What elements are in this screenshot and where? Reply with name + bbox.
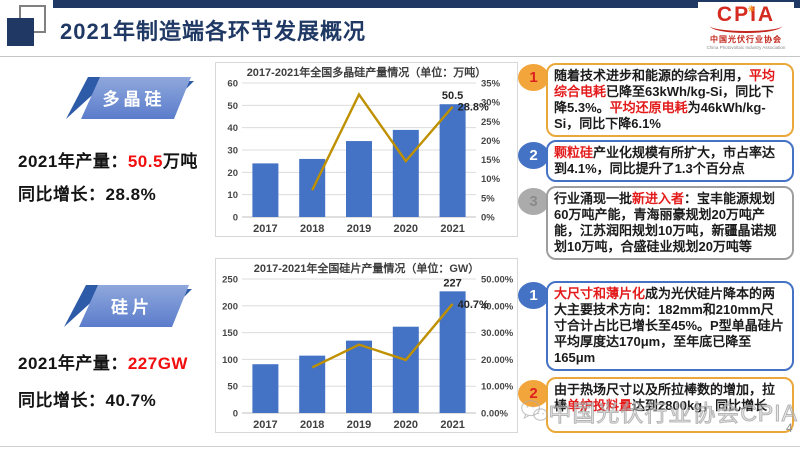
svg-text:40.7%: 40.7% <box>458 299 489 311</box>
polysilicon-banner: 多晶硅 <box>66 77 194 119</box>
svg-text:40.00%: 40.00% <box>481 301 514 312</box>
header-bar <box>53 0 800 8</box>
page-title: 2021年制造端各环节发展概况 <box>60 19 366 44</box>
svg-text:40: 40 <box>227 123 238 134</box>
svg-text:30: 30 <box>227 146 238 157</box>
note-number-badge: 2 <box>518 142 549 169</box>
note-number-badge: 1 <box>518 282 549 309</box>
cpia-logo-text: CPIA ✳ <box>717 4 775 25</box>
svg-text:20: 20 <box>227 168 238 179</box>
cpia-logo: CPIA ✳ 中国光伏行业协会 China Photovoltaic Indus… <box>698 2 794 52</box>
svg-text:10.00%: 10.00% <box>481 382 514 393</box>
note-number-badge: 1 <box>518 64 549 91</box>
production-label: 2021年产量： <box>18 354 128 373</box>
svg-text:20.00%: 20.00% <box>481 355 514 366</box>
sunburst-icon: ✳ <box>747 4 758 14</box>
wafer-growth-stat: 同比增长：40.7% <box>18 386 156 411</box>
production-label: 2021年产量： <box>18 152 128 171</box>
svg-text:0%: 0% <box>481 213 495 224</box>
note-number-badge: 3 <box>518 188 549 215</box>
svg-text:10: 10 <box>227 190 238 201</box>
svg-text:2020: 2020 <box>394 223 418 235</box>
svg-text:2017: 2017 <box>253 223 277 235</box>
svg-text:30.00%: 30.00% <box>481 328 514 339</box>
growth-label: 同比增长： <box>18 185 106 204</box>
production-unit: 万吨 <box>162 152 198 171</box>
production-value: 227GW <box>127 354 188 373</box>
header-divider <box>0 56 800 57</box>
svg-text:2017-2021年全国多晶硅产量情况（单位：万吨）: 2017-2021年全国多晶硅产量情况（单位：万吨） <box>247 65 487 79</box>
svg-text:5%: 5% <box>481 193 495 204</box>
svg-text:35%: 35% <box>481 79 501 90</box>
note-polysilicon-3: 行业涌现一批新进入者：宝丰能源规划60万吨产能，青海丽豪规划20万吨产能，江苏润… <box>546 186 794 260</box>
svg-text:227: 227 <box>443 277 461 289</box>
svg-text:2019: 2019 <box>347 223 371 235</box>
svg-text:2018: 2018 <box>300 419 324 431</box>
svg-text:20%: 20% <box>481 136 501 147</box>
watermark-text: 中国光伏行业协会CPIA <box>548 400 798 427</box>
note-polysilicon-1: 随着技术进步和能源的综合利用，平均综合电耗已降至63kWh/kg-Si，同比下降… <box>546 63 794 137</box>
svg-text:15%: 15% <box>481 155 501 166</box>
growth-value: 40.7% <box>105 391 157 410</box>
note-polysilicon-2: 颗粒硅产业化规模有所扩大，市占率达到4.1%，同比提升了1.3个百分点 <box>546 140 794 182</box>
svg-text:2019: 2019 <box>347 419 371 431</box>
svg-text:25%: 25% <box>481 117 501 128</box>
growth-value: 28.8% <box>105 185 157 204</box>
polysilicon-growth-stat: 同比增长：28.8% <box>18 180 156 205</box>
svg-text:2021: 2021 <box>440 223 464 235</box>
polysilicon-banner-label: 多晶硅 <box>103 89 166 109</box>
svg-text:2017: 2017 <box>253 419 277 431</box>
svg-text:60: 60 <box>227 79 238 90</box>
note-wafer-1: 大尺寸和薄片化成为光伏硅片降本的两大主要技术方向：182mm和210mm尺寸合计… <box>546 281 794 371</box>
cpia-logo-cn: 中国光伏行业协会 <box>710 35 782 44</box>
growth-label: 同比增长： <box>18 391 106 410</box>
svg-text:150: 150 <box>222 328 238 339</box>
wafer-banner: 硅片 <box>64 285 192 327</box>
svg-text:200: 200 <box>222 301 238 312</box>
svg-text:30%: 30% <box>481 98 501 109</box>
watermark: 中国光伏行业协会CPIA <box>520 391 798 431</box>
note-number-badge: 2 <box>518 380 549 407</box>
svg-text:2020: 2020 <box>394 419 418 431</box>
slide-bottom-edge <box>0 446 800 447</box>
svg-text:28.8%: 28.8% <box>458 102 489 114</box>
svg-text:0: 0 <box>233 213 238 224</box>
wafer-production-stat: 2021年产量：227GW <box>18 349 188 374</box>
svg-text:0.00%: 0.00% <box>481 409 508 420</box>
cpia-logo-en: China Photovoltaic Industry Association <box>706 45 786 51</box>
svg-text:0: 0 <box>233 409 238 420</box>
polysilicon-production-chart: 2017-2021年全国多晶硅产量情况（单位：万吨） 0 10 20 30 40 50 60 0… <box>215 62 518 237</box>
svg-text:50.5: 50.5 <box>442 90 463 102</box>
note-wafer-2: 由于热场尺寸以及所拉棒数的增加，拉棒单炉投料量达到2800kg，同比增长 <box>546 377 794 433</box>
wafer-banner-label: 硅片 <box>111 297 153 317</box>
svg-text:2021: 2021 <box>440 419 464 431</box>
polysilicon-production-stat: 2021年产量：50.5万吨 <box>18 147 198 172</box>
svg-text:50: 50 <box>227 101 238 112</box>
cpia-logo-arc <box>710 26 782 33</box>
svg-text:50: 50 <box>227 382 238 393</box>
page-number: 4 <box>786 421 793 435</box>
decor-square-fill <box>7 18 34 46</box>
svg-text:250: 250 <box>222 275 238 286</box>
svg-text:10%: 10% <box>481 174 501 185</box>
svg-text:50.00%: 50.00% <box>481 275 514 286</box>
svg-text:2018: 2018 <box>300 223 324 235</box>
wechat-icon <box>521 400 548 421</box>
production-value: 50.5 <box>127 152 163 171</box>
svg-text:100: 100 <box>222 355 238 366</box>
wafer-production-chart: 2017-2021年全国硅片产量情况（单位：GW） 0 50 100 150 200 250… <box>215 258 518 433</box>
svg-text:2017-2021年全国硅片产量情况（单位：GW）: 2017-2021年全国硅片产量情况（单位：GW） <box>254 261 480 275</box>
